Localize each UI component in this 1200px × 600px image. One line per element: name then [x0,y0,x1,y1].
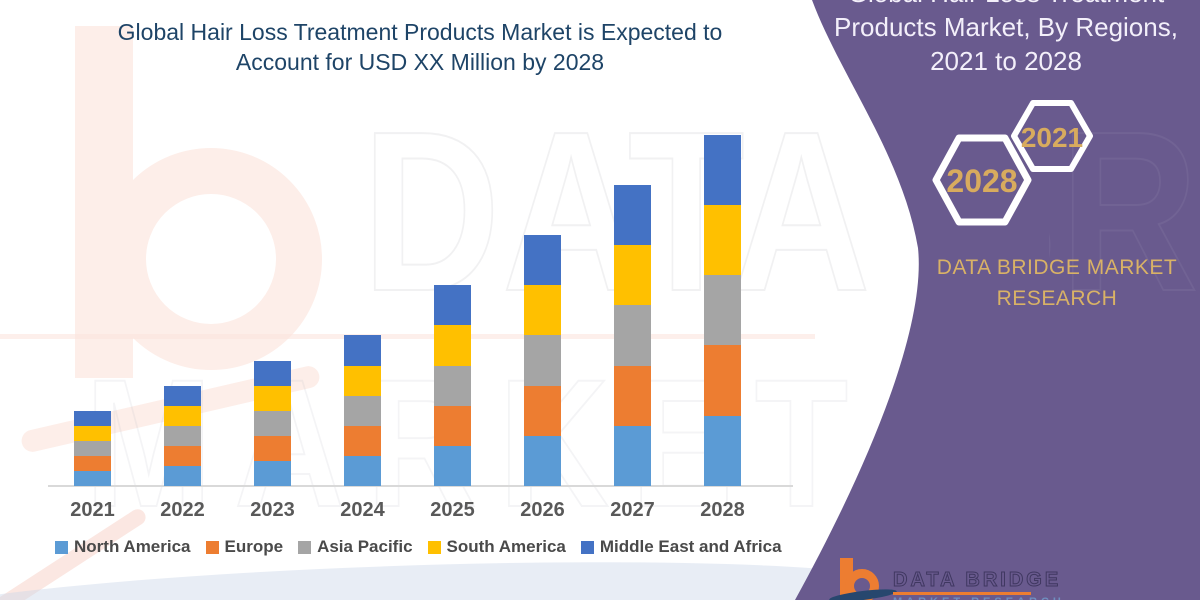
legend-swatch [205,540,219,554]
legend-swatch [55,540,68,554]
x-tick-2021: 2021 [70,499,115,521]
watermark-pink-line [0,334,815,339]
bar-2027-south-america [614,245,651,306]
bar-2022-south-america [164,405,201,426]
bar-2021-south-america [74,425,111,441]
chart-legend: North America Europe Asia Pacific South Ame… [55,537,782,557]
bar-2025-europe [434,405,471,446]
x-tick-2027: 2027 [610,499,655,521]
hexagon-2021-label: 2021 [1020,122,1084,153]
legend-swatch [580,540,594,554]
x-tick-2023: 2023 [250,499,295,521]
bar-2021-asia-pacific [74,440,111,456]
bar-2022-north-america [164,465,201,486]
hexagon-2021 [1011,100,1093,172]
bar-2027-europe [614,365,651,426]
legend-item-europe: Europe [205,537,284,557]
bar-2024-europe [344,425,381,456]
bar-2028-europe [704,345,741,416]
page-title: Global Hair Loss Treatment Products Mark… [20,17,820,77]
legend-item-south-america: South America [427,537,566,557]
legend-swatch [298,540,312,554]
bar-2027-north-america [614,425,651,486]
x-tick-2025: 2025 [430,499,475,521]
sidebar-heading-line3: 2021 to 2028 [930,46,1082,76]
x-tick-2026: 2026 [520,499,565,521]
page-title-line1: Global Hair Loss Treatment Products Mark… [117,19,723,45]
bar-2021-north-america [74,470,111,486]
bar-2028-north-america [704,415,741,486]
x-tick-2022: 2022 [160,499,205,521]
bar-2025-north-america [434,445,471,486]
bar-2026-asia-pacific [524,335,561,386]
page-title-line2: Account for USD XX Million by 2028 [235,49,605,75]
bar-2022-europe [164,445,201,466]
legend-item-middle-east-and-africa: Middle East and Africa [580,537,782,557]
legend-item-north-america: North America [55,537,191,557]
bar-2022-asia-pacific [164,425,201,446]
legend-label: Europe [224,537,284,556]
sidebar-heading-line2: Products Market, By Regions, [834,12,1178,42]
legend-item-asia-pacific: Asia Pacific [298,537,413,557]
bar-2022-middle-east-and-africa [164,385,201,406]
sidebar-brand-text: DATA BRIDGE MARKET RESEARCH [936,256,1178,310]
bar-2028-middle-east-and-africa [704,134,741,205]
footer-logo-brand: DATA BRIDGE [892,569,1062,592]
legend-swatch [427,540,441,554]
bar-2024-south-america [344,365,381,396]
bar-2021-europe [74,455,111,471]
sidebar-background [795,0,1200,600]
bar-2023-north-america [254,460,291,486]
bar-2024-north-america [344,455,381,486]
bar-2023-middle-east-and-africa [254,360,291,386]
bar-2026-south-america [524,285,561,336]
bar-2023-south-america [254,385,291,411]
legend-label: South America [446,537,566,556]
sidebar-heading-line1: Global Hair Loss Treatment [828,0,1184,10]
hexagon-2028 [932,134,1032,226]
footer-logo-subtext: MARKET RESEARCH [893,596,1065,600]
hexagon-2028-label: 2028 [946,163,1018,199]
bar-2026-europe [524,385,561,436]
bar-2026-north-america [524,435,561,486]
bar-2026-middle-east-and-africa [524,235,561,286]
bar-2028-south-america [704,204,741,276]
legend-label: Middle East and Africa [599,537,782,556]
bar-2025-middle-east-and-africa [434,285,471,326]
sidebar-heading: Global Hair Loss Treatment Products Mark… [828,0,1184,78]
footer-logo-underline [893,592,1031,595]
bar-2023-asia-pacific [254,410,291,436]
bar-2027-asia-pacific [614,305,651,366]
x-tick-2028: 2028 [700,499,745,521]
bar-2024-asia-pacific [344,395,381,426]
bar-2023-europe [254,435,291,461]
bar-2024-middle-east-and-africa [344,335,381,366]
bar-2027-middle-east-and-africa [614,184,651,246]
x-tick-2024: 2024 [340,499,385,521]
bar-2021-middle-east-and-africa [74,410,111,426]
bar-2028-asia-pacific [704,275,741,346]
legend-label: Asia Pacific [317,537,413,556]
x-axis-line [48,485,793,487]
bar-2025-asia-pacific [434,365,471,406]
legend-label: North America [74,537,191,556]
bar-2025-south-america [434,325,471,366]
